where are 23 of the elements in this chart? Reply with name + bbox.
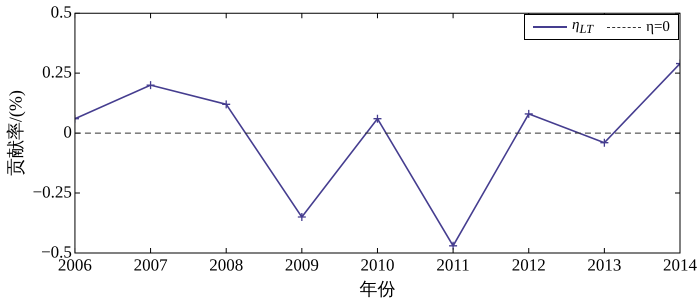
x-tick-label: 2011 xyxy=(436,256,470,275)
x-axis-title: 年份 xyxy=(359,278,396,299)
x-tick-label: 2009 xyxy=(284,256,319,275)
legend-label: η=0 xyxy=(646,18,670,36)
point xyxy=(524,109,534,119)
x-tick-label: 2008 xyxy=(209,256,244,275)
legend-label: η$_{LT}$ xyxy=(572,17,594,38)
point xyxy=(448,241,458,250)
x-tick-label: 2007 xyxy=(134,256,168,275)
point xyxy=(372,114,382,124)
y-tick-label: −0.25 xyxy=(32,182,72,202)
x-tick-label: 2014 xyxy=(663,256,698,275)
point xyxy=(600,138,610,148)
point xyxy=(297,212,306,222)
x-tick-label: 2013 xyxy=(587,256,622,275)
point xyxy=(222,100,231,109)
y-tick-label: 0 xyxy=(63,122,72,142)
y-tick-label: 0.5 xyxy=(50,2,72,22)
x-tick-label: 2010 xyxy=(360,256,394,275)
point xyxy=(146,80,156,90)
x-tick-label: 2012 xyxy=(512,256,546,275)
y-axis-title: 贡献率/(%) xyxy=(6,90,26,176)
y-tick-label: 0.25 xyxy=(42,62,72,82)
